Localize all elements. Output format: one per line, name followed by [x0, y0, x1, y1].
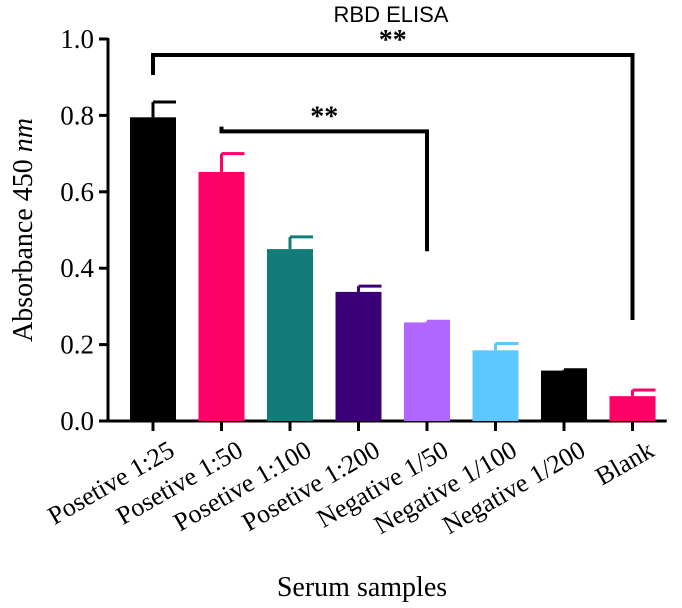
bar	[541, 370, 587, 421]
significance-label: **	[310, 101, 338, 132]
bar	[404, 322, 450, 421]
y-tick-label: 0.4	[60, 253, 94, 283]
y-tick-label: 0.0	[60, 406, 94, 436]
bar	[267, 249, 313, 421]
bar	[472, 350, 519, 421]
chart-title: RBD ELISA	[334, 2, 449, 27]
bar	[609, 396, 656, 421]
y-tick-label: 0.6	[60, 177, 94, 207]
x-tick-label: Blank	[590, 435, 658, 491]
x-axis-title: Serum samples	[277, 572, 447, 603]
significance-label: **	[379, 25, 407, 56]
y-tick-label: 1.0	[60, 24, 94, 54]
bar	[335, 291, 382, 421]
bar	[130, 117, 176, 421]
significance-bracket	[219, 126, 429, 252]
y-axis-title-unit: nm	[8, 118, 39, 152]
bar	[198, 171, 245, 421]
y-tick-label: 0.2	[60, 330, 94, 360]
y-tick-label: 0.8	[60, 100, 94, 130]
y-axis-title: Absorbance 450 nm	[8, 118, 39, 342]
significance-bracket	[151, 53, 635, 321]
y-axis-title-text: Absorbance 450	[8, 152, 39, 342]
